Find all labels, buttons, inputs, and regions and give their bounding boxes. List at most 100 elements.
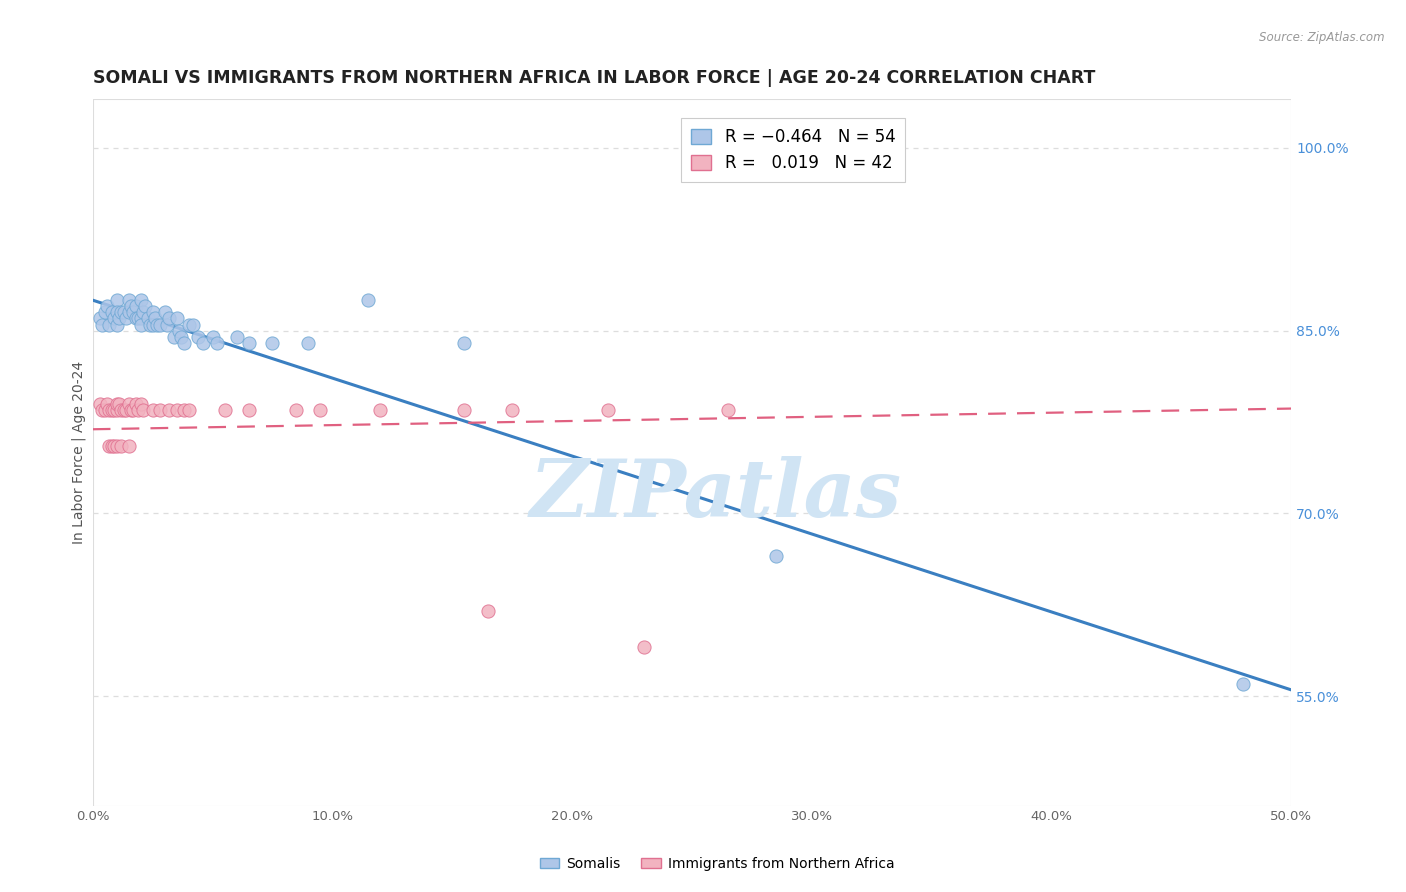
Point [136, 311, 159, 326]
Point [501, 402, 523, 417]
Point [105, 439, 128, 453]
Point [96, 299, 118, 313]
Point [225, 329, 247, 343]
Point [309, 402, 332, 417]
Point [101, 305, 124, 319]
Point [101, 402, 124, 417]
Point [105, 293, 128, 307]
Point [143, 311, 166, 326]
Point [103, 311, 125, 326]
Point [132, 402, 155, 417]
Point [149, 402, 172, 417]
Point [262, 335, 284, 350]
Point [166, 311, 188, 326]
Point [129, 293, 152, 307]
Point [122, 402, 145, 417]
Point [146, 318, 169, 332]
Point [214, 402, 236, 417]
Text: Source: ZipAtlas.com: Source: ZipAtlas.com [1260, 31, 1385, 45]
Point [765, 549, 787, 563]
Legend: Somalis, Immigrants from Northern Africa: Somalis, Immigrants from Northern Africa [534, 851, 900, 876]
Point [101, 439, 124, 453]
Point [103, 402, 125, 417]
Point [187, 329, 209, 343]
Point [96, 397, 118, 411]
Point [183, 318, 205, 332]
Text: ZIPatlas: ZIPatlas [530, 456, 903, 533]
Point [125, 397, 148, 411]
Point [142, 305, 165, 319]
Point [115, 402, 138, 417]
Point [129, 311, 152, 326]
Point [108, 311, 131, 326]
Point [125, 311, 148, 326]
Point [173, 402, 195, 417]
Point [93, 402, 115, 417]
Point [103, 439, 125, 453]
Point [89, 397, 111, 411]
Point [201, 329, 224, 343]
Point [357, 293, 380, 307]
Point [105, 402, 128, 417]
Point [129, 397, 152, 411]
Point [238, 402, 260, 417]
Point [142, 318, 165, 332]
Point [166, 402, 188, 417]
Point [285, 402, 308, 417]
Point [120, 402, 142, 417]
Point [117, 439, 139, 453]
Point [167, 324, 190, 338]
Point [598, 402, 620, 417]
Point [153, 305, 176, 319]
Point [477, 604, 499, 618]
Point [117, 305, 139, 319]
Point [98, 318, 121, 332]
Point [117, 397, 139, 411]
Point [110, 439, 132, 453]
Point [112, 402, 135, 417]
Y-axis label: In Labor Force | Age 20-24: In Labor Force | Age 20-24 [72, 361, 86, 544]
Legend: R = −0.464   N = 54, R =   0.019   N = 42: R = −0.464 N = 54, R = 0.019 N = 42 [682, 118, 905, 183]
Point [453, 335, 475, 350]
Point [157, 311, 180, 326]
Point [120, 299, 142, 313]
Point [1232, 677, 1254, 691]
Point [149, 318, 172, 332]
Point [98, 439, 121, 453]
Point [633, 640, 655, 655]
Point [93, 305, 115, 319]
Point [173, 335, 195, 350]
Point [134, 299, 156, 313]
Point [163, 329, 186, 343]
Point [191, 335, 214, 350]
Point [156, 318, 179, 332]
Point [117, 293, 139, 307]
Point [139, 318, 162, 332]
Point [105, 318, 128, 332]
Point [717, 402, 740, 417]
Point [127, 402, 149, 417]
Point [110, 305, 132, 319]
Point [127, 311, 149, 326]
Point [105, 397, 128, 411]
Point [115, 311, 138, 326]
Point [177, 318, 200, 332]
Point [142, 402, 165, 417]
Point [108, 397, 131, 411]
Point [110, 402, 132, 417]
Point [453, 402, 475, 417]
Text: SOMALI VS IMMIGRANTS FROM NORTHERN AFRICA IN LABOR FORCE | AGE 20-24 CORRELATION: SOMALI VS IMMIGRANTS FROM NORTHERN AFRIC… [93, 69, 1095, 87]
Point [297, 335, 319, 350]
Point [129, 318, 152, 332]
Point [105, 305, 128, 319]
Point [238, 335, 260, 350]
Point [89, 311, 111, 326]
Point [157, 402, 180, 417]
Point [91, 402, 114, 417]
Point [122, 305, 145, 319]
Point [98, 402, 121, 417]
Point [112, 305, 135, 319]
Point [91, 318, 114, 332]
Point [370, 402, 392, 417]
Point [207, 335, 229, 350]
